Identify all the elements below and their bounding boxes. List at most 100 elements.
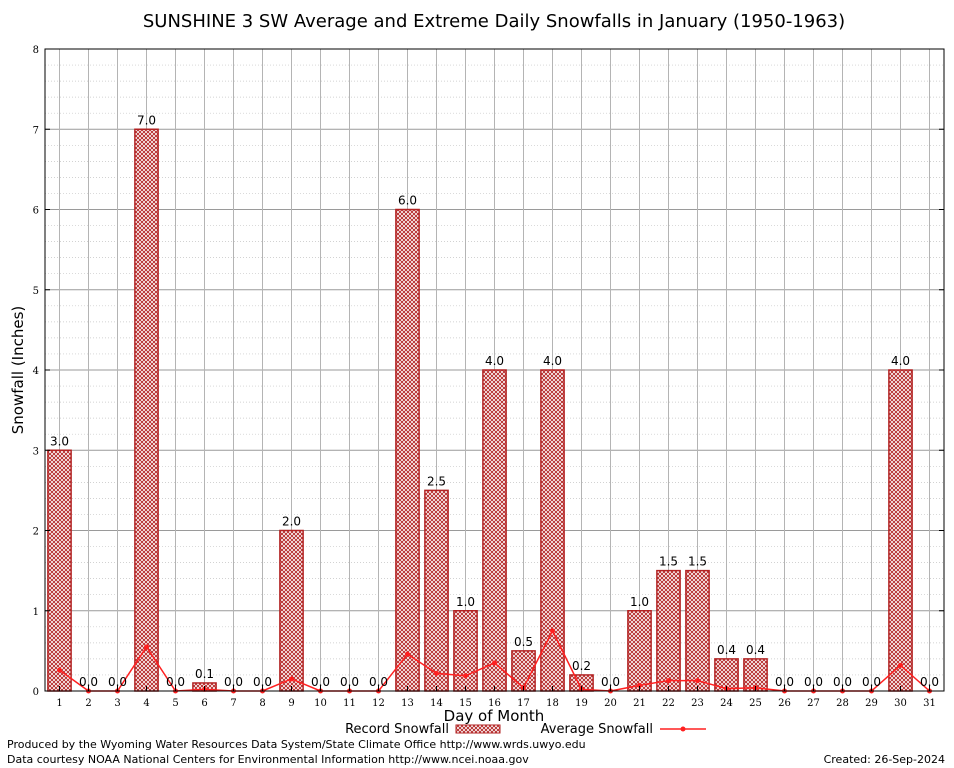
bar-value-label: 4.0 — [891, 354, 910, 368]
y-tick-label: 1 — [33, 607, 39, 618]
average-point — [144, 644, 149, 650]
record-bar — [424, 489, 449, 692]
record-bar — [395, 208, 420, 692]
x-tick-label: 21 — [633, 698, 646, 709]
record-bar — [47, 449, 72, 692]
bar-value-label: 6.0 — [398, 194, 417, 208]
y-tick-label: 5 — [33, 286, 39, 297]
bar-value-label: 0.5 — [514, 635, 533, 649]
bar-value-label: 0.0 — [804, 675, 823, 689]
x-tick-label: 19 — [575, 698, 588, 709]
x-tick-label: 22 — [662, 698, 675, 709]
x-tick-label: 1 — [56, 698, 62, 709]
x-tick-label: 7 — [230, 698, 236, 709]
legend-average-marker — [680, 726, 686, 732]
x-tick-label: 6 — [201, 698, 207, 709]
footer-created: Created: 26-Sep-2024 — [824, 753, 945, 766]
y-tick-label: 7 — [33, 125, 39, 136]
x-tick-label: 26 — [778, 698, 791, 709]
bar-value-label: 0.4 — [717, 643, 736, 657]
bar-value-label: 0.0 — [833, 675, 852, 689]
x-tick-label: 10 — [314, 698, 327, 709]
x-tick-label: 17 — [517, 698, 530, 709]
bar-value-label: 1.5 — [659, 555, 678, 569]
bar-value-label: 0.0 — [601, 675, 620, 689]
bar-value-label: 0.2 — [572, 659, 591, 673]
record-bar — [685, 569, 710, 692]
x-tick-label: 25 — [749, 698, 762, 709]
bar-value-label: 0.0 — [166, 675, 185, 689]
legend: Record Snowfall Average Snowfall — [345, 722, 706, 737]
x-tick-label: 13 — [401, 698, 414, 709]
record-bar — [134, 128, 159, 692]
bar-value-label: 7.0 — [137, 113, 156, 127]
bar-value-label: 0.0 — [862, 675, 881, 689]
x-tick-label: 2 — [85, 698, 91, 709]
bar-value-label: 3.0 — [50, 434, 69, 448]
legend-average-label: Average Snowfall — [541, 722, 653, 737]
x-tick-label: 5 — [172, 698, 178, 709]
bar-value-label: 2.0 — [282, 515, 301, 529]
record-bar — [888, 369, 913, 692]
footer-produced-by: Produced by the Wyoming Water Resources … — [7, 738, 586, 751]
average-point — [695, 678, 700, 684]
bar-value-label: 0.0 — [775, 675, 794, 689]
bar-value-label: 0.0 — [369, 675, 388, 689]
bar-value-label: 0.1 — [195, 667, 214, 681]
bar-value-label: 1.0 — [456, 595, 475, 609]
bar-value-label: 4.0 — [485, 354, 504, 368]
record-bar — [627, 610, 652, 692]
y-tick-label: 3 — [33, 446, 39, 457]
record-bar — [482, 369, 507, 692]
average-point — [434, 670, 439, 676]
x-tick-label: 8 — [259, 698, 265, 709]
bar-value-labels: 3.0 0.0 0.0 7.0 0.0 0.1 0.0 0.0 2.0 0.0 0.0 0.0 6.0 2… — [50, 113, 939, 689]
bar-value-label: 0.0 — [79, 675, 98, 689]
x-tick-label: 31 — [923, 698, 936, 709]
y-tick-label: 0 — [33, 687, 39, 698]
chart-title: SUNSHINE 3 SW Average and Extreme Daily … — [143, 11, 845, 32]
y-tick-label: 6 — [33, 206, 39, 217]
bar-value-label: 0.0 — [340, 675, 359, 689]
x-axis-label: Day of Month — [444, 707, 545, 725]
legend-record-label: Record Snowfall — [345, 722, 449, 737]
bar-value-label: 2.5 — [427, 474, 446, 488]
y-tick-label: 8 — [33, 45, 39, 56]
average-point — [550, 628, 555, 634]
average-point — [405, 651, 410, 657]
record-bar — [540, 369, 565, 692]
x-tick-label: 29 — [865, 698, 878, 709]
x-tick-label: 30 — [894, 698, 907, 709]
average-point — [637, 682, 642, 688]
x-tick-label: 20 — [604, 698, 617, 709]
x-tick-label: 3 — [114, 698, 120, 709]
average-point — [463, 673, 468, 679]
x-tick-label: 12 — [372, 698, 385, 709]
bar-value-label: 1.5 — [688, 555, 707, 569]
x-tick-label: 14 — [430, 698, 443, 709]
average-point — [289, 676, 294, 682]
bar-value-label: 4.0 — [543, 354, 562, 368]
x-tick-label: 9 — [288, 698, 294, 709]
bar-value-label: 0.0 — [108, 675, 127, 689]
record-bar — [279, 529, 304, 692]
legend-record-swatch — [455, 724, 501, 734]
x-tick-label: 4 — [143, 698, 149, 709]
y-tick-label: 4 — [33, 366, 39, 377]
x-tick-label: 23 — [691, 698, 704, 709]
y-tick-label: 2 — [33, 527, 39, 538]
y-axis-label: Snowfall (Inches) — [9, 306, 27, 434]
x-tick-label: 15 — [459, 698, 472, 709]
average-point — [57, 667, 62, 673]
bar-value-label: 0.0 — [311, 675, 330, 689]
average-point — [492, 660, 497, 666]
record-bars — [47, 128, 913, 692]
bar-value-label: 0.0 — [253, 675, 272, 689]
record-bar — [656, 569, 681, 692]
x-tick-label: 28 — [836, 698, 849, 709]
x-tick-label: 11 — [343, 698, 356, 709]
bar-value-label: 1.0 — [630, 595, 649, 609]
bar-value-label: 0.0 — [224, 675, 243, 689]
x-tick-label: 24 — [720, 698, 733, 709]
